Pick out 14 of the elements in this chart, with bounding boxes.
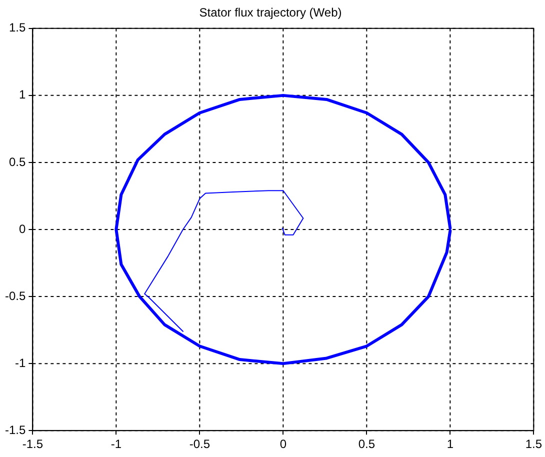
y-tick-label: 0.5 [8, 154, 26, 169]
y-tick-label: -0.5 [4, 288, 26, 303]
x-tick-label: -0.5 [189, 437, 210, 452]
x-tick-label: 0.5 [358, 437, 376, 452]
y-tick-label: 0 [18, 222, 26, 236]
y-tick-label: -1.5 [4, 422, 26, 437]
y-tick-label: -1 [15, 356, 26, 370]
y-tick-label: 1 [18, 88, 26, 102]
x-tick-label: 1.5 [525, 437, 542, 452]
x-tick-label: -1 [110, 437, 122, 452]
x-tick-label: 0 [280, 437, 287, 452]
x-tick-label: 1 [446, 437, 454, 452]
y-tick-label: 1.5 [8, 20, 26, 35]
chart-title: Stator flux trajectory (Web) [199, 6, 342, 20]
